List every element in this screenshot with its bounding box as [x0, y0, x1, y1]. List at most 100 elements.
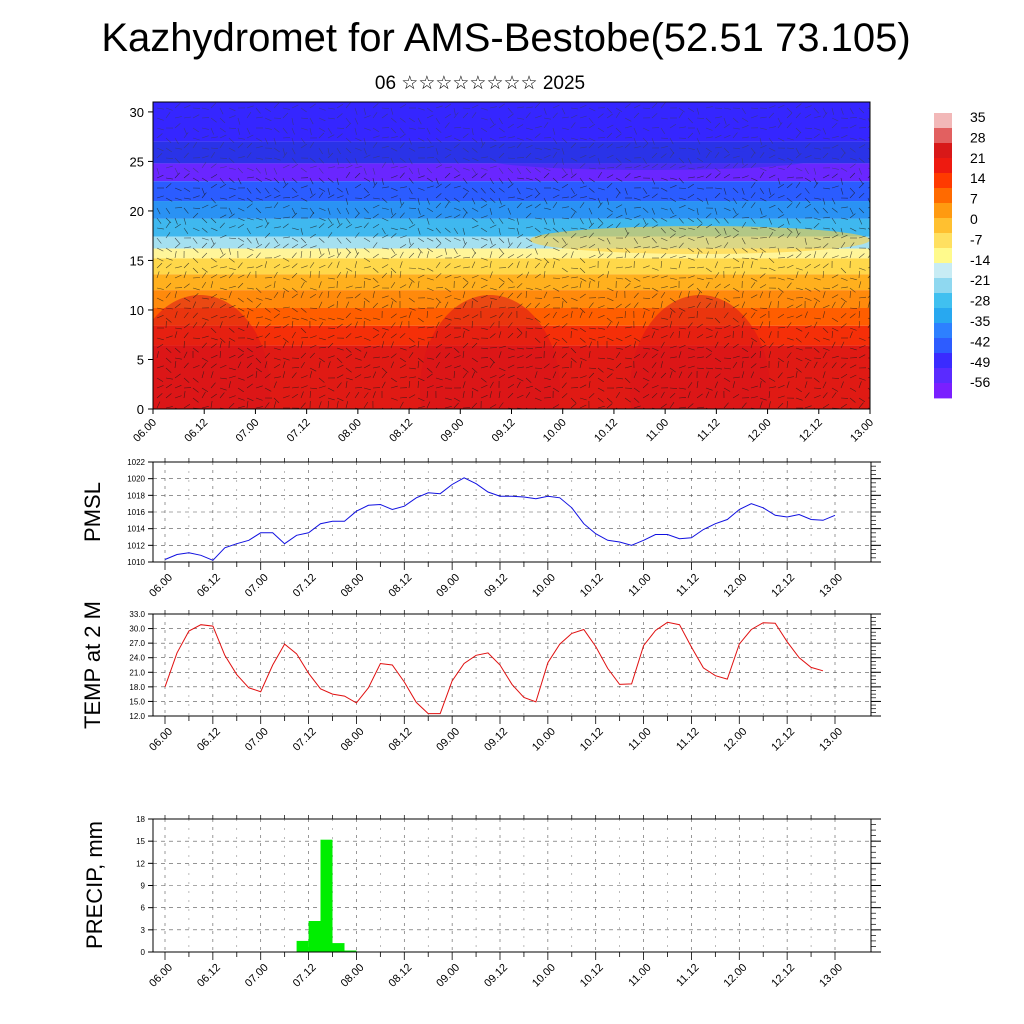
- wind-barb: [831, 185, 839, 189]
- wind-barb: [552, 351, 557, 359]
- wind-barb: [444, 153, 451, 159]
- wind-barb: [300, 277, 307, 283]
- wind-barb: [219, 297, 227, 301]
- wind-barb: [660, 117, 668, 120]
- wind-barb: [597, 397, 604, 403]
- wind-barb: [345, 301, 350, 309]
- wind-barb: [831, 122, 838, 129]
- wind-barb: [174, 274, 182, 279]
- wind-barb: [354, 207, 360, 214]
- wind-barb: [831, 317, 839, 323]
- wind-barb: [561, 407, 566, 409]
- wind-barb: [345, 285, 353, 289]
- wind-barb: [777, 214, 785, 219]
- wind-barb: [831, 173, 838, 179]
- wind-barb: [174, 373, 181, 379]
- wind-barb: [318, 132, 325, 139]
- wind-barb: [408, 167, 414, 174]
- wind-barb: [669, 307, 676, 313]
- wind-barb: [246, 401, 249, 409]
- wind-barb: [696, 117, 705, 119]
- wind-barb: [237, 127, 240, 135]
- wind-barb: [273, 381, 277, 389]
- wind-barb: [435, 213, 442, 219]
- wind-barb: [192, 167, 199, 173]
- x-tick-label: 08.12: [386, 962, 414, 990]
- wind-barb: [309, 287, 317, 291]
- wind-barb: [813, 237, 821, 240]
- wind-barb: [615, 321, 620, 329]
- wind-barb: [390, 247, 396, 254]
- wind-barb: [156, 107, 164, 110]
- wind-barb: [426, 177, 433, 183]
- wind-barb: [759, 366, 767, 369]
- wind-barb: [228, 305, 236, 309]
- wind-barb: [426, 145, 434, 149]
- wind-barb: [228, 314, 236, 319]
- wind-barb: [210, 301, 215, 309]
- wind-barb: [804, 361, 809, 369]
- wind-barb: [210, 393, 217, 399]
- wind-barb: [732, 162, 738, 169]
- wind-barb: [255, 371, 258, 379]
- wind-barb: [777, 361, 780, 369]
- wind-barb: [786, 400, 788, 409]
- wind-barb: [471, 167, 477, 174]
- wind-barb: [327, 400, 329, 409]
- wind-barb: [759, 197, 767, 202]
- wind-barb: [534, 115, 542, 119]
- wind-barb: [588, 154, 596, 159]
- wind-barb: [417, 197, 420, 205]
- wind-barb: [534, 133, 541, 139]
- wind-barb: [705, 136, 713, 139]
- wind-barb: [462, 177, 468, 184]
- x-tick-label: 11.00: [626, 962, 653, 989]
- wind-barb: [165, 232, 171, 239]
- wind-barb: [633, 237, 639, 245]
- wind-barb: [300, 336, 309, 339]
- wind-barb: [462, 187, 470, 192]
- wind-barb: [165, 222, 171, 229]
- wind-barb: [534, 192, 541, 199]
- wind-barb: [624, 207, 627, 215]
- wind-barb: [849, 327, 857, 331]
- x-tick-label: 08.00: [339, 962, 367, 990]
- wind-barb: [534, 397, 542, 401]
- wind-barb: [381, 161, 387, 169]
- wind-barb: [840, 302, 846, 309]
- wind-barb: [399, 321, 403, 329]
- wind-barb: [255, 297, 263, 301]
- wind-barb: [795, 271, 799, 279]
- wind-barb: [228, 194, 236, 199]
- wind-barb: [624, 397, 631, 403]
- wind-barb: [408, 217, 414, 224]
- wind-barb: [318, 281, 322, 289]
- wind-barb: [237, 387, 244, 393]
- wind-barb: [183, 197, 191, 200]
- wind-barb: [660, 372, 667, 379]
- wind-barb: [750, 282, 756, 289]
- wind-barb: [354, 166, 362, 169]
- wind-barb: [525, 377, 532, 383]
- x-tick-label: 09.00: [434, 962, 462, 990]
- wind-barb: [282, 243, 289, 249]
- wind-barb: [354, 147, 362, 151]
- wind-barb: [489, 315, 497, 319]
- wind-barb: [165, 247, 172, 253]
- wind-barb: [768, 154, 776, 159]
- y-tick-label: 3: [141, 926, 146, 935]
- wind-barb: [507, 322, 513, 329]
- wind-barb: [858, 167, 862, 175]
- wind-barb: [291, 187, 298, 194]
- wind-barb: [174, 187, 182, 191]
- wind-barb: [435, 177, 439, 185]
- wind-barb: [498, 127, 505, 133]
- wind-barb: [219, 321, 223, 329]
- wind-barb: [759, 237, 768, 239]
- wind-barb: [543, 333, 551, 339]
- wind-barb: [228, 207, 233, 215]
- wind-barb: [300, 385, 308, 389]
- wind-barb: [867, 167, 870, 169]
- wind-barb: [282, 205, 290, 209]
- wind-barb: [768, 267, 776, 272]
